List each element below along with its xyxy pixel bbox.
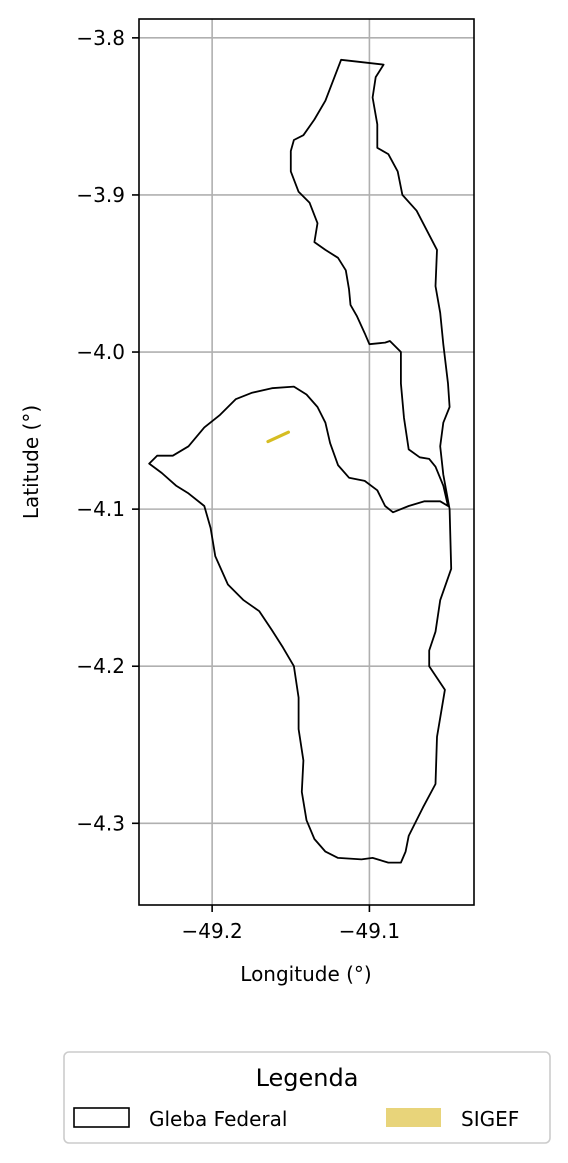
axis-ticks: −49.2 −49.1 −3.8 −3.9 −4.0 −4.1 −4.2 −4.3 bbox=[76, 26, 400, 943]
y-axis-title: Latitude (°) bbox=[19, 405, 43, 519]
map-layers bbox=[148, 58, 453, 864]
x-axis-title: Longitude (°) bbox=[240, 962, 371, 986]
y-tick-label: −3.9 bbox=[76, 183, 125, 207]
gleba-federal-polygon bbox=[148, 58, 453, 864]
legend: Legenda Gleba Federal SIGEF bbox=[63, 1051, 551, 1144]
sigef-parcel bbox=[266, 430, 290, 444]
axes-frame bbox=[138, 18, 475, 906]
legend-swatch-gleba-federal bbox=[73, 1107, 130, 1128]
y-tick-label: −4.0 bbox=[76, 340, 125, 364]
legend-label-sigef: SIGEF bbox=[461, 1107, 519, 1131]
y-tick-label: −4.3 bbox=[76, 811, 125, 835]
legend-label-gleba-federal: Gleba Federal bbox=[149, 1107, 287, 1131]
legend-swatch-sigef bbox=[386, 1108, 441, 1127]
y-tick-label: −3.8 bbox=[76, 26, 125, 50]
grid-lines bbox=[139, 19, 474, 905]
legend-title: Legenda bbox=[256, 1064, 359, 1092]
y-tick-label: −4.2 bbox=[76, 654, 125, 678]
x-tick-label: −49.2 bbox=[181, 919, 242, 943]
y-tick-label: −4.1 bbox=[76, 497, 125, 521]
x-tick-label: −49.1 bbox=[339, 919, 400, 943]
